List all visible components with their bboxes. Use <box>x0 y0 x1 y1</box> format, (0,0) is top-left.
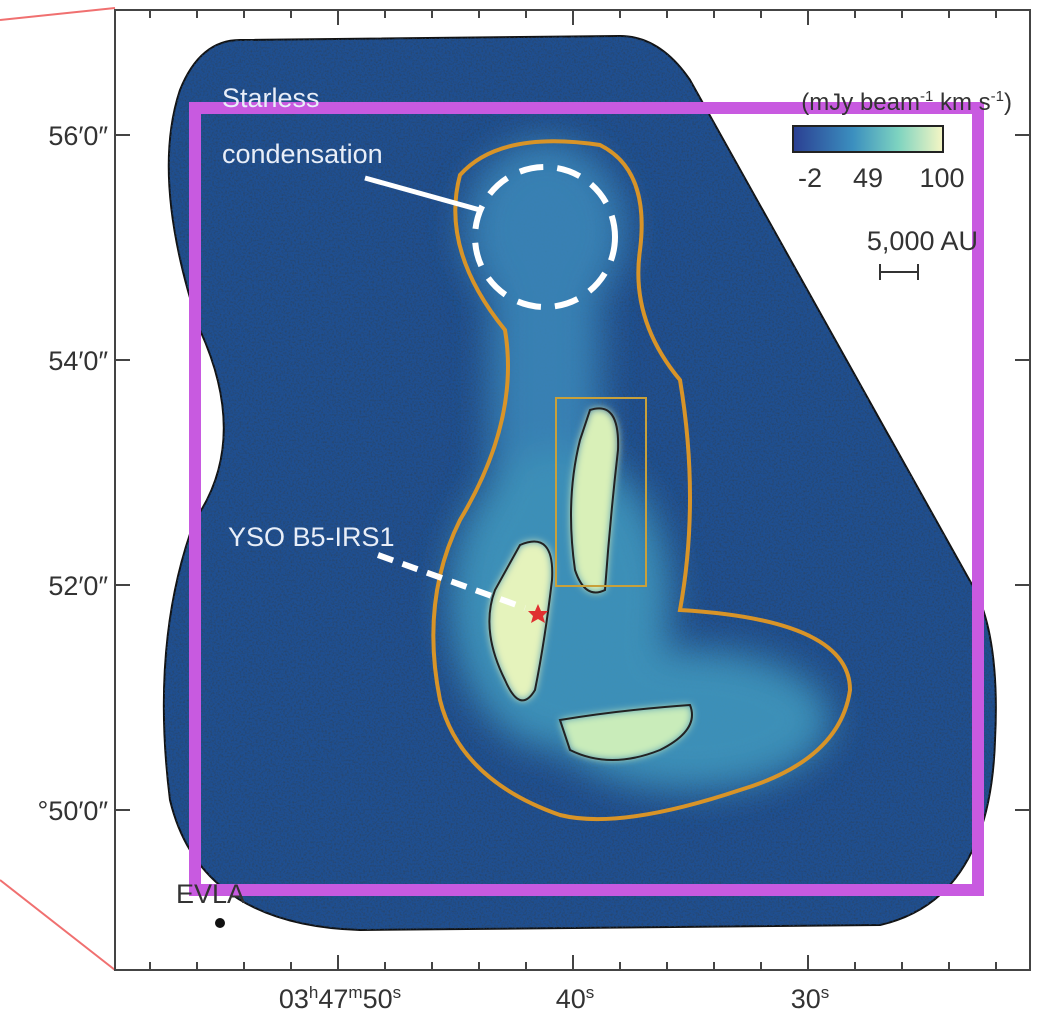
y-tick-label: 54′0″ <box>48 346 108 376</box>
label-part: s <box>586 983 595 1002</box>
y-tick-label: 56′0″ <box>48 121 108 151</box>
annotation: EVLA <box>176 879 245 909</box>
colorbar-tick: -2 <box>798 163 822 193</box>
label-part: m <box>348 983 362 1002</box>
label-part: km s <box>933 89 990 116</box>
annotation: YSO B5-IRS1 <box>228 522 395 552</box>
colorbar-unit: (mJy beam-1 km s-1) <box>801 88 1012 116</box>
annotation: Starless <box>222 83 320 113</box>
label-part: h <box>309 983 318 1002</box>
labels: Starless condensation YSO B5-IRS1 5,000 … <box>38 83 1012 1014</box>
label-part: 30 <box>791 984 821 1014</box>
colorbar-tick: 100 <box>919 163 964 193</box>
label-part: ) <box>1004 89 1012 116</box>
label-part: (mJy beam <box>801 89 920 116</box>
label-part: 40 <box>556 984 586 1014</box>
label-part: s <box>393 983 402 1002</box>
ticks <box>115 10 1030 970</box>
label-part: 50 <box>363 984 393 1014</box>
label-part: s <box>821 983 830 1002</box>
label-part: 03 <box>279 984 309 1014</box>
x-tick-label: 03h47m50s <box>279 983 401 1014</box>
highlight-box <box>189 102 984 896</box>
label-part: 47 <box>318 984 348 1014</box>
image <box>162 34 997 932</box>
x-tick-label: 30s <box>791 983 830 1014</box>
label-part: -1 <box>920 88 933 105</box>
label-part: -1 <box>991 88 1004 105</box>
y-tick-label: 52′0″ <box>48 571 108 601</box>
x-tick-label: 40s <box>556 983 595 1014</box>
scale-label: 5,000 AU <box>867 226 978 256</box>
y-tick-label: °50′0″ <box>38 796 109 826</box>
colorbar-tick: 49 <box>853 163 883 193</box>
annotation: condensation <box>222 139 383 169</box>
